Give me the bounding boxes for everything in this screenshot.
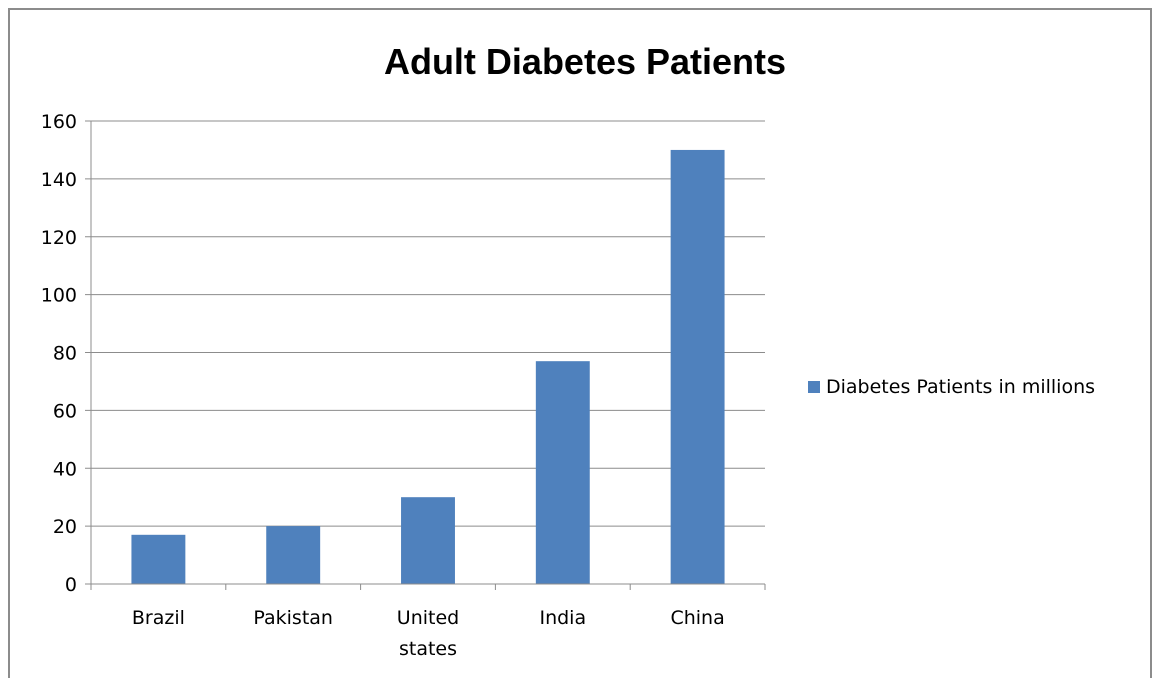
gridlines [91, 121, 765, 526]
y-tick-label: 100 [41, 285, 77, 307]
x-axis-ticks: Brazil Pakistan United states India China [91, 584, 765, 660]
y-tick-label: 0 [65, 574, 77, 596]
bar-india [536, 361, 590, 584]
legend: Diabetes Patients in millions [808, 376, 1095, 398]
y-tick-label: 40 [53, 458, 77, 480]
x-tick-label: China [670, 607, 724, 629]
legend-label: Diabetes Patients in millions [826, 376, 1095, 398]
x-tick-label: Pakistan [253, 607, 333, 629]
x-tick-label: United states [397, 607, 459, 660]
x-tick-label: Brazil [132, 607, 185, 629]
y-tick-label: 60 [53, 400, 77, 422]
x-tick-label: India [539, 607, 586, 629]
bars [131, 150, 724, 584]
bar-united-states [401, 497, 455, 584]
bar-pakistan [266, 526, 320, 584]
y-tick-label: 140 [41, 169, 77, 191]
bar-brazil [131, 535, 185, 584]
y-tick-label: 80 [53, 343, 77, 365]
y-tick-label: 120 [41, 227, 77, 249]
y-tick-label: 160 [41, 111, 77, 133]
y-axis-ticks: 0 20 40 60 80 100 120 140 160 [41, 111, 91, 596]
y-tick-label: 20 [53, 516, 77, 538]
chart-title: Adult Diabetes Patients [384, 41, 786, 82]
bar-china [671, 150, 725, 584]
legend-swatch [808, 381, 820, 393]
